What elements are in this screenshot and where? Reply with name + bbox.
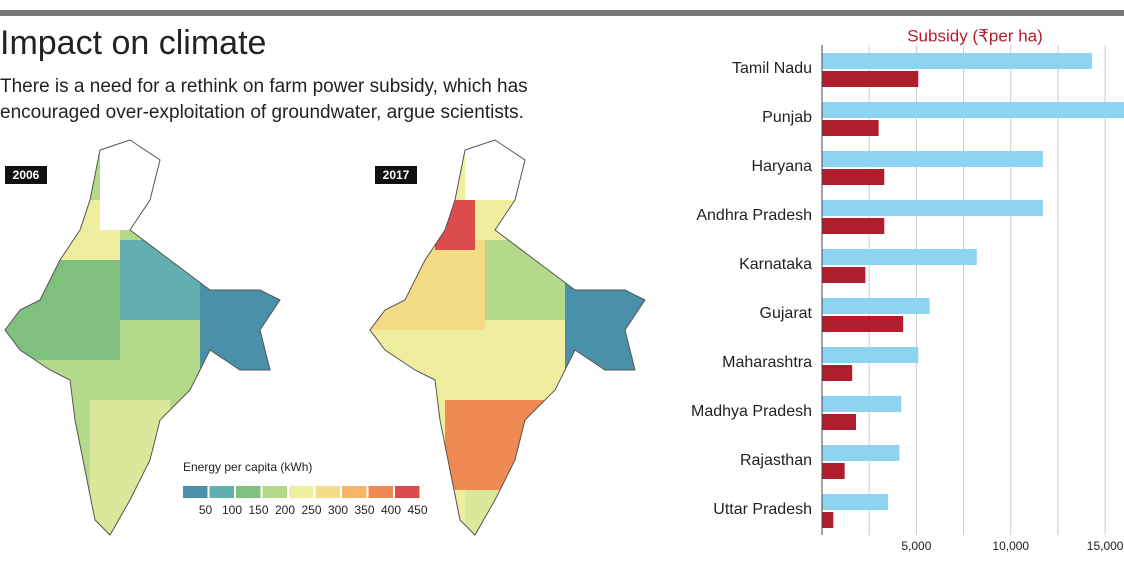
legend-title: Energy per capita (kWh) [183,460,312,474]
category-label: Uttar Pradesh [713,501,812,518]
bar [822,120,879,136]
bar [822,267,866,283]
category-label: Andhra Pradesh [696,207,812,224]
legend-tick-label: 250 [302,503,322,517]
title: Impact on climate [0,24,266,62]
bar [822,396,902,412]
bar [822,463,845,479]
legend-swatch [368,486,393,498]
bar [822,71,919,87]
legend-swatch [289,486,314,498]
legend-swatch [395,486,420,498]
category-label: Karnataka [739,256,812,273]
x-tick-label: 10,000 [992,539,1029,553]
category-label: Rajasthan [740,452,812,469]
map-label: 2006 [13,168,40,182]
legend-swatch [342,486,367,498]
category-label: Maharashtra [722,354,812,371]
bar [822,365,853,381]
legend-tick-label: 50 [199,503,213,517]
x-tick-label: 5,000 [901,539,931,553]
category-label: Gujarat [760,305,813,322]
bar [822,102,1124,118]
legend-swatch [209,486,234,498]
legend-swatch [236,486,261,498]
bar [822,200,1043,216]
bar-chart: 5,000 10,000 15,000 Tamil Nadu Punjab Haryana… [691,45,1124,553]
category-label: Punjab [762,109,812,126]
category-label: Tamil Nadu [732,60,812,77]
chart-title: Subsidy (₹per ha) [907,26,1043,45]
legend-tick-label: 300 [328,503,348,517]
bar [822,53,1092,69]
bar [822,494,889,510]
x-tick-label: 15,000 [1087,539,1124,553]
bar [822,218,885,234]
subtitle: encouraged over-exploitation of groundwa… [0,102,524,123]
legend-swatch [183,486,208,498]
bar [822,414,856,430]
legend-swatch [315,486,340,498]
legend-tick-label: 100 [222,503,242,517]
bar [822,445,900,461]
top-rule [0,10,1124,16]
category-label: Madhya Pradesh [691,403,812,420]
map-label: 2017 [383,168,410,182]
bar [822,347,919,363]
subtitle: There is a need for a rethink on farm po… [0,76,528,97]
bar [822,151,1043,167]
bars [822,53,1124,528]
legend-swatch [262,486,287,498]
bar [822,249,977,265]
bar [822,512,834,528]
legend-tick-label: 150 [249,503,269,517]
legend-tick-label: 450 [408,503,428,517]
legend-tick-label: 350 [355,503,375,517]
category-label: Haryana [752,158,813,175]
legend-tick-label: 400 [381,503,401,517]
bar [822,298,930,314]
bar [822,316,904,332]
legend-tick-label: 200 [275,503,295,517]
legend: Energy per capita (kWh) 50 100 150 200 250 30… [183,460,428,517]
bar [822,169,885,185]
